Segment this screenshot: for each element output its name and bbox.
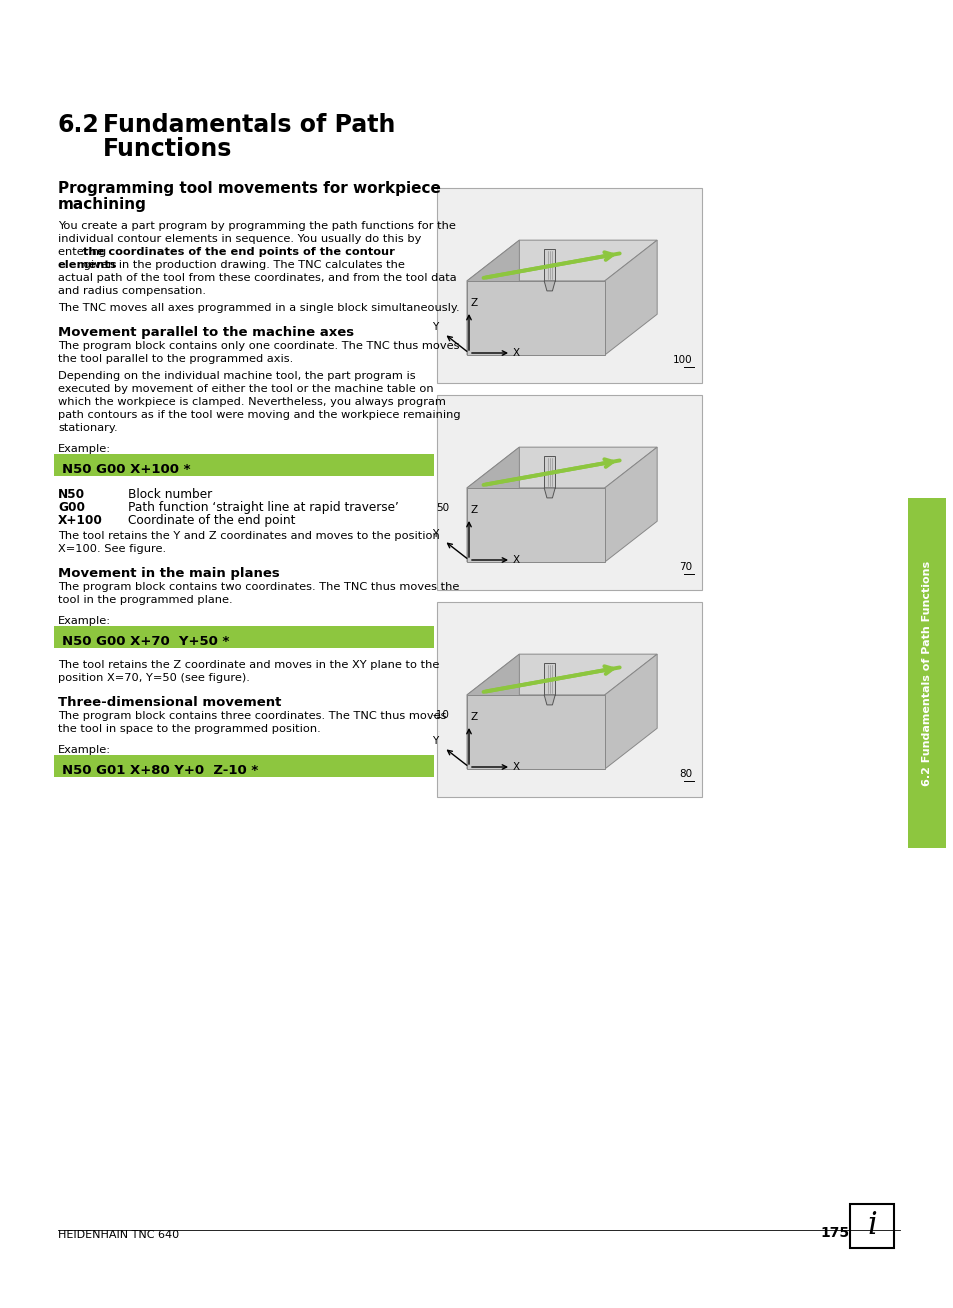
Text: N50 G00 X+100 *: N50 G00 X+100 * [62, 463, 191, 476]
Text: Path function ‘straight line at rapid traverse’: Path function ‘straight line at rapid tr… [128, 501, 398, 514]
Text: Coordinate of the end point: Coordinate of the end point [128, 514, 295, 527]
Text: 70: 70 [679, 562, 691, 572]
Polygon shape [467, 654, 518, 769]
Text: 6.2: 6.2 [58, 112, 100, 137]
Polygon shape [543, 695, 555, 705]
Polygon shape [467, 447, 657, 488]
Polygon shape [467, 241, 518, 354]
Text: G00: G00 [58, 501, 85, 514]
Bar [54, 454, 434, 476]
Text: the coordinates of the end points of the contour: the coordinates of the end points of the… [83, 247, 395, 256]
Polygon shape [604, 447, 657, 562]
Text: Programming tool movements for workpiece: Programming tool movements for workpiece [58, 181, 440, 196]
Text: 6.2 Fundamentals of Path Functions: 6.2 Fundamentals of Path Functions [921, 560, 931, 786]
Bar [543, 456, 555, 488]
Text: Example:: Example: [58, 443, 111, 454]
Text: X+100: X+100 [58, 514, 103, 527]
Polygon shape [543, 281, 555, 290]
Polygon shape [604, 654, 657, 769]
Text: Z: Z [471, 712, 477, 722]
Text: machining: machining [58, 198, 147, 212]
Bar [54, 627, 434, 647]
Text: The program block contains only one coordinate. The TNC thus moves: The program block contains only one coor… [58, 341, 459, 351]
Text: N50: N50 [58, 488, 85, 501]
Text: X: X [513, 555, 519, 565]
Text: X: X [513, 348, 519, 358]
Bar [436, 602, 701, 797]
Text: X=100. See figure.: X=100. See figure. [58, 544, 166, 555]
Text: Example:: Example: [58, 746, 111, 755]
Text: The TNC moves all axes programmed in a single block simultaneously.: The TNC moves all axes programmed in a s… [58, 303, 459, 313]
Polygon shape [467, 447, 518, 562]
Text: The tool retains the Z coordinate and moves in the XY plane to the: The tool retains the Z coordinate and mo… [58, 661, 439, 670]
Polygon shape [467, 654, 657, 695]
Text: actual path of the tool from these coordinates, and from the tool data: actual path of the tool from these coord… [58, 273, 456, 283]
Polygon shape [467, 281, 604, 354]
Text: Y: Y [432, 322, 437, 332]
FancyBboxPatch shape [849, 1203, 893, 1248]
Text: Z: Z [471, 298, 477, 307]
Polygon shape [543, 488, 555, 498]
Polygon shape [467, 241, 657, 281]
Text: Depending on the individual machine tool, the part program is: Depending on the individual machine tool… [58, 371, 416, 381]
Polygon shape [467, 488, 604, 562]
Text: executed by movement of either the tool or the machine table on: executed by movement of either the tool … [58, 385, 434, 394]
Bar [54, 755, 434, 777]
Text: Fundamentals of Path: Fundamentals of Path [103, 112, 395, 137]
Text: Y: Y [432, 735, 437, 746]
Text: Functions: Functions [103, 137, 233, 161]
Text: and radius compensation.: and radius compensation. [58, 286, 206, 296]
Text: Movement in the main planes: Movement in the main planes [58, 566, 279, 579]
Text: Example:: Example: [58, 616, 111, 627]
Text: 50: 50 [436, 504, 449, 513]
Text: the tool in space to the programmed position.: the tool in space to the programmed posi… [58, 725, 320, 734]
Bar [907, 498, 945, 848]
Text: Z: Z [471, 505, 477, 515]
Text: 80: 80 [679, 769, 691, 780]
Text: Movement parallel to the machine axes: Movement parallel to the machine axes [58, 326, 354, 339]
Text: the tool parallel to the programmed axis.: the tool parallel to the programmed axis… [58, 354, 293, 364]
Text: -10: -10 [432, 710, 449, 721]
Text: given in the production drawing. The TNC calculates the: given in the production drawing. The TNC… [80, 260, 405, 269]
Text: Three-dimensional movement: Three-dimensional movement [58, 696, 281, 709]
Text: Block number: Block number [128, 488, 212, 501]
Text: which the workpiece is clamped. Nevertheless, you always program: which the workpiece is clamped. Neverthe… [58, 398, 445, 407]
Bar [436, 188, 701, 383]
Text: individual contour elements in sequence. You usually do this by: individual contour elements in sequence.… [58, 234, 421, 245]
Text: stationary.: stationary. [58, 422, 117, 433]
Text: position X=70, Y=50 (see figure).: position X=70, Y=50 (see figure). [58, 674, 250, 683]
Bar [543, 663, 555, 695]
Text: elements: elements [58, 260, 117, 269]
Text: The tool retains the Y and Z coordinates and moves to the position: The tool retains the Y and Z coordinates… [58, 531, 439, 542]
Text: 100: 100 [672, 354, 691, 365]
Text: entering: entering [58, 247, 110, 256]
Text: tool in the programmed plane.: tool in the programmed plane. [58, 595, 233, 606]
Text: The program block contains three coordinates. The TNC thus moves: The program block contains three coordin… [58, 712, 446, 721]
Text: 175: 175 [820, 1226, 848, 1240]
Text: Y: Y [432, 528, 437, 539]
Bar [543, 249, 555, 281]
Text: N50 G01 X+80 Y+0  Z-10 *: N50 G01 X+80 Y+0 Z-10 * [62, 764, 258, 777]
Text: N50 G00 X+70  Y+50 *: N50 G00 X+70 Y+50 * [62, 634, 229, 647]
Text: X: X [513, 763, 519, 772]
Bar [436, 395, 701, 590]
Text: HEIDENHAIN TNC 640: HEIDENHAIN TNC 640 [58, 1230, 179, 1240]
Polygon shape [467, 695, 604, 769]
Text: You create a part program by programming the path functions for the: You create a part program by programming… [58, 221, 456, 232]
Polygon shape [604, 241, 657, 354]
Text: i: i [866, 1210, 876, 1241]
Text: The program block contains two coordinates. The TNC thus moves the: The program block contains two coordinat… [58, 582, 459, 593]
Text: path contours as if the tool were moving and the workpiece remaining: path contours as if the tool were moving… [58, 409, 460, 420]
